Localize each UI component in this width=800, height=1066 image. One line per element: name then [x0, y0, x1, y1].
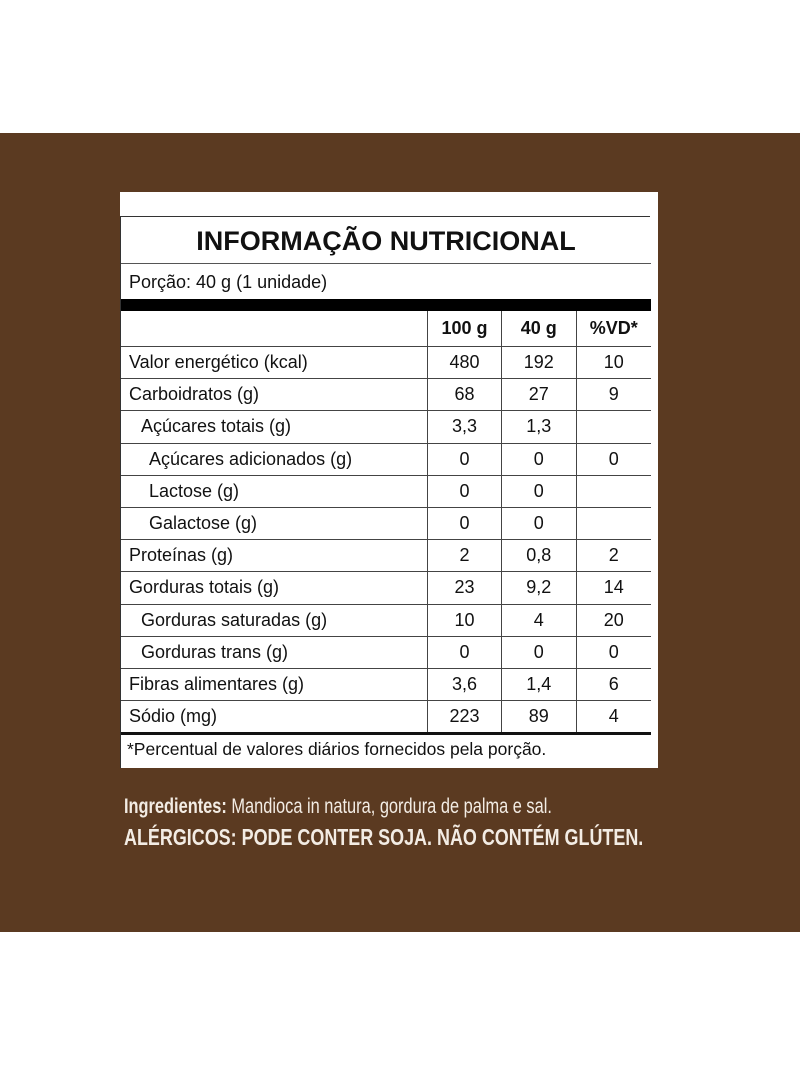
nutrient-name: Valor energético (kcal) — [121, 346, 428, 380]
value-vd — [575, 475, 651, 508]
value-vd: 2 — [575, 539, 651, 573]
table-row: Açúcares adicionados (g) 0 0 0 — [121, 443, 651, 476]
value-vd — [575, 410, 651, 444]
nutrient-name: Gorduras saturadas (g) — [121, 604, 428, 637]
table-row: Proteínas (g) 2 0,8 2 — [121, 539, 651, 573]
table-row: Gorduras totais (g) 23 9,2 14 — [121, 571, 651, 605]
nutrition-table: 100 g 40 g %VD* Valor energético (kcal) 4… — [121, 311, 651, 736]
value-vd: 20 — [575, 604, 651, 637]
value-100g: 3,6 — [427, 668, 502, 702]
table-row: Galactose (g) 0 0 — [121, 507, 651, 541]
value-40g: 192 — [500, 346, 577, 380]
nutrient-name: Carboidratos (g) — [121, 378, 428, 412]
table-row: Valor energético (kcal) 480 192 10 — [121, 346, 651, 380]
value-40g: 1,3 — [500, 410, 577, 444]
nutrient-name: Sódio (mg) — [121, 700, 428, 736]
portion-size: Porção: 40 g (1 unidade) — [129, 272, 328, 292]
nutrient-name: Lactose (g) — [121, 475, 428, 508]
nutrient-name: Açúcares totais (g) — [121, 410, 428, 444]
table-row: Sódio (mg) 223 89 4 — [121, 700, 651, 736]
value-vd: 6 — [575, 668, 651, 702]
header-100g: 100 g — [427, 311, 502, 347]
header-40g: 40 g — [500, 311, 577, 347]
value-vd: 9 — [575, 378, 651, 412]
table-row: Gorduras trans (g) 0 0 0 — [121, 636, 651, 669]
value-40g: 9,2 — [500, 571, 577, 605]
value-40g: 89 — [500, 700, 577, 736]
nutrient-name: Proteínas (g) — [121, 539, 428, 573]
nutrition-label: INFORMAÇÃO NUTRICIONAL Porção: 40 g (1 u… — [120, 192, 658, 768]
value-vd: 14 — [575, 571, 651, 605]
table-row: Carboidratos (g) 68 27 9 — [121, 378, 651, 412]
nutrient-name: Gorduras totais (g) — [121, 571, 428, 605]
ingredients-label: Ingredientes: — [124, 795, 227, 818]
ingredients-block: Ingredientes: Mandioca in natura, gordur… — [124, 792, 643, 852]
header-vd: %VD* — [575, 311, 651, 347]
value-40g: 4 — [500, 604, 577, 637]
value-40g: 0 — [500, 636, 577, 669]
value-100g: 0 — [427, 507, 502, 541]
value-100g: 0 — [427, 475, 502, 508]
value-40g: 1,4 — [500, 668, 577, 702]
value-vd: 0 — [575, 636, 651, 669]
table-row: Lactose (g) 0 0 — [121, 475, 651, 508]
value-40g: 0 — [500, 475, 577, 508]
nutrition-table-frame: INFORMAÇÃO NUTRICIONAL Porção: 40 g (1 u… — [120, 216, 651, 768]
value-100g: 10 — [427, 604, 502, 637]
value-40g: 27 — [500, 378, 577, 412]
value-100g: 23 — [427, 571, 502, 605]
table-row: Fibras alimentares (g) 3,6 1,4 6 — [121, 668, 651, 702]
value-100g: 0 — [427, 443, 502, 476]
value-100g: 2 — [427, 539, 502, 573]
value-vd — [575, 507, 651, 541]
nutrient-name: Galactose (g) — [121, 507, 428, 541]
value-100g: 3,3 — [427, 410, 502, 444]
value-100g: 68 — [427, 378, 502, 412]
value-vd: 0 — [575, 443, 651, 476]
footnote: *Percentual de valores diários fornecido… — [127, 739, 547, 759]
table-row: Açúcares totais (g) 3,3 1,3 — [121, 410, 651, 444]
divider-bar — [121, 299, 651, 311]
table-row: Gorduras saturadas (g) 10 4 20 — [121, 604, 651, 637]
nutrient-name: Fibras alimentares (g) — [121, 668, 428, 702]
value-40g: 0 — [500, 443, 577, 476]
label-title: INFORMAÇÃO NUTRICIONAL — [121, 217, 651, 264]
ingredients-text: Mandioca in natura, gordura de palma e s… — [226, 795, 552, 818]
value-40g: 0 — [500, 507, 577, 541]
nutrient-name: Gorduras trans (g) — [121, 636, 428, 669]
value-100g: 480 — [427, 346, 502, 380]
value-100g: 223 — [427, 700, 502, 736]
value-vd: 10 — [575, 346, 651, 380]
allergens-text: ALÉRGICOS: PODE CONTER SOJA. NÃO CONTÉM … — [124, 824, 644, 850]
value-40g: 0,8 — [500, 539, 577, 573]
table-header-row: 100 g 40 g %VD* — [121, 311, 651, 347]
nutrient-name: Açúcares adicionados (g) — [121, 443, 428, 476]
value-vd: 4 — [575, 700, 651, 736]
value-100g: 0 — [427, 636, 502, 669]
